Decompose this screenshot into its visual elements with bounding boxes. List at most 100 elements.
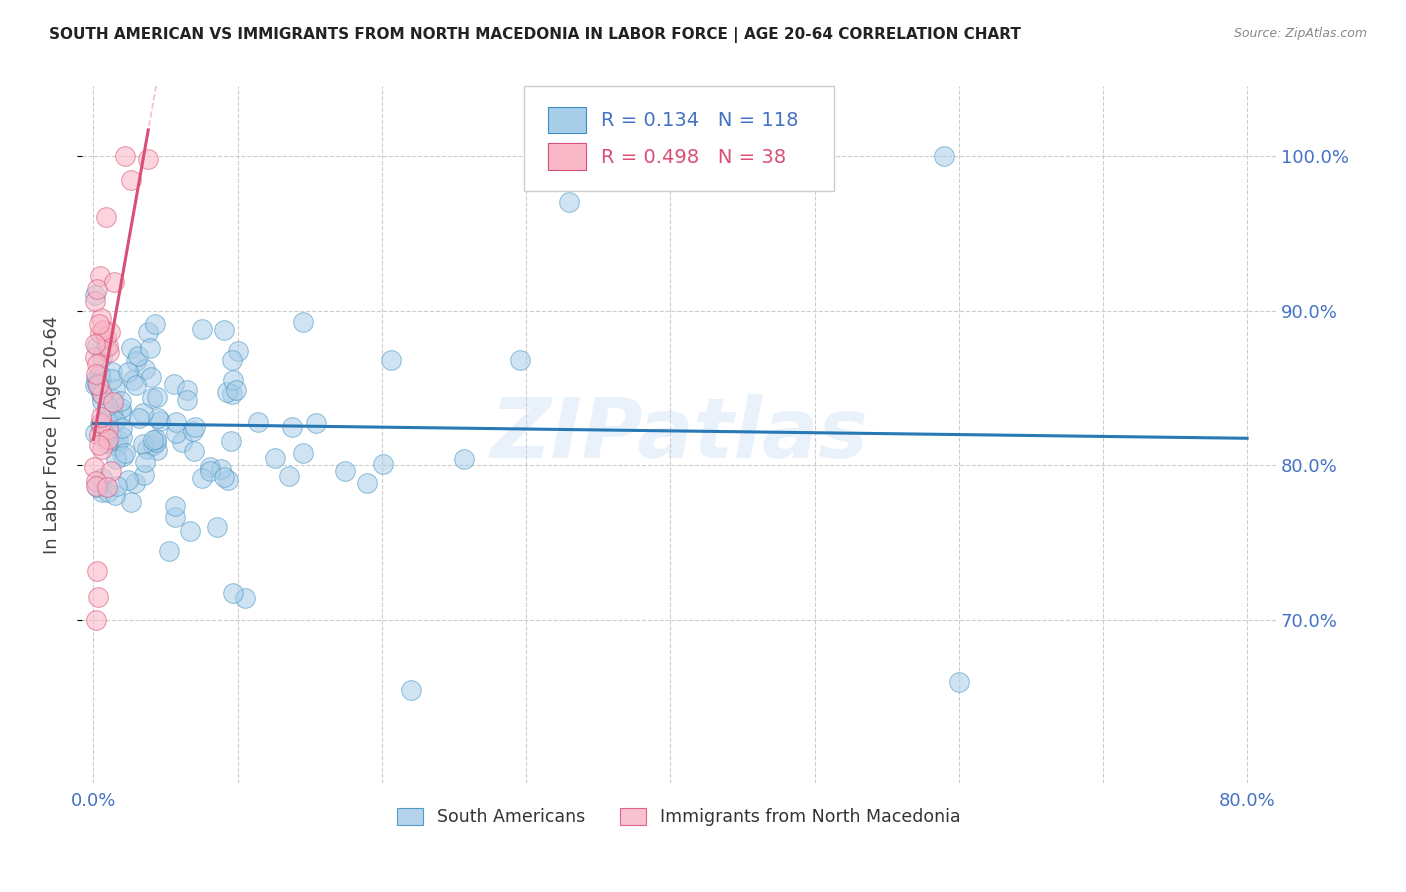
- Point: [96, 480, 118, 494]
- Point: [217, 473, 239, 487]
- Point: [84, 425, 107, 440]
- Point: [179, 524, 201, 539]
- Point: [198, 464, 221, 478]
- Point: [139, 370, 162, 384]
- Point: [134, 362, 156, 376]
- Point: [104, 383, 127, 397]
- Point: [264, 450, 287, 465]
- Point: [97, 417, 120, 431]
- Point: [89, 368, 111, 382]
- Point: [90, 416, 112, 430]
- Point: [380, 353, 402, 368]
- Point: [86, 357, 108, 371]
- Point: [103, 392, 125, 406]
- Point: [103, 488, 125, 502]
- Point: [141, 438, 163, 452]
- Point: [145, 432, 167, 446]
- Point: [86, 475, 108, 489]
- Point: [356, 475, 378, 490]
- Point: [120, 495, 142, 509]
- Point: [104, 414, 127, 428]
- Point: [163, 500, 186, 514]
- Point: [89, 326, 111, 341]
- Point: [101, 431, 124, 445]
- Point: [453, 452, 475, 467]
- Point: [84, 371, 107, 385]
- Point: [112, 449, 135, 463]
- Point: [124, 476, 146, 491]
- Point: [221, 387, 243, 401]
- Point: [114, 446, 136, 460]
- Point: [86, 282, 108, 296]
- Point: [132, 467, 155, 482]
- Point: [146, 390, 169, 404]
- Point: [96, 412, 118, 426]
- Point: [87, 378, 110, 392]
- Point: [176, 392, 198, 407]
- Point: [91, 350, 114, 364]
- Legend: South Americans, Immigrants from North Macedonia: South Americans, Immigrants from North M…: [391, 800, 967, 833]
- Text: Source: ZipAtlas.com: Source: ZipAtlas.com: [1233, 27, 1367, 40]
- Point: [86, 480, 108, 494]
- Point: [138, 341, 160, 355]
- Point: [101, 365, 124, 379]
- Point: [100, 372, 122, 386]
- Point: [215, 385, 238, 400]
- Point: [128, 410, 150, 425]
- Point: [226, 344, 249, 359]
- FancyBboxPatch shape: [524, 87, 834, 191]
- Point: [132, 436, 155, 450]
- Point: [100, 464, 122, 478]
- Point: [214, 323, 236, 337]
- Point: [333, 464, 356, 478]
- Point: [87, 590, 110, 604]
- Point: [111, 430, 134, 444]
- Point: [84, 336, 107, 351]
- Point: [100, 405, 122, 419]
- Point: [145, 443, 167, 458]
- Point: [157, 544, 180, 558]
- Point: [89, 382, 111, 396]
- Point: [219, 434, 242, 448]
- Point: [104, 452, 127, 467]
- Point: [225, 384, 247, 398]
- Point: [84, 613, 107, 627]
- Point: [84, 288, 107, 302]
- Point: [86, 376, 108, 391]
- Point: [120, 173, 142, 187]
- Point: [135, 442, 157, 456]
- Point: [170, 434, 193, 449]
- Point: [190, 471, 212, 485]
- Point: [86, 479, 108, 493]
- Point: [145, 318, 167, 332]
- Point: [163, 376, 186, 391]
- Point: [212, 470, 235, 484]
- Point: [86, 565, 108, 579]
- FancyBboxPatch shape: [547, 106, 586, 133]
- Text: ZIPatlas: ZIPatlas: [491, 394, 868, 475]
- Point: [105, 479, 128, 493]
- Point: [183, 444, 205, 458]
- Point: [304, 417, 326, 431]
- Point: [91, 323, 114, 337]
- FancyBboxPatch shape: [547, 144, 586, 169]
- Text: SOUTH AMERICAN VS IMMIGRANTS FROM NORTH MACEDONIA IN LABOR FORCE | AGE 20-64 COR: SOUTH AMERICAN VS IMMIGRANTS FROM NORTH …: [49, 27, 1021, 43]
- Point: [90, 386, 112, 401]
- Point: [97, 339, 120, 353]
- Point: [120, 341, 142, 355]
- Point: [97, 484, 120, 499]
- Point: [84, 378, 107, 392]
- Point: [111, 421, 134, 435]
- Point: [89, 269, 111, 284]
- Point: [145, 434, 167, 449]
- Point: [509, 353, 531, 368]
- Point: [110, 406, 132, 420]
- Point: [934, 149, 956, 163]
- Point: [97, 344, 120, 359]
- Point: [247, 415, 270, 429]
- Point: [222, 373, 245, 387]
- Point: [87, 428, 110, 442]
- Point: [87, 317, 110, 331]
- Point: [86, 367, 108, 381]
- Point: [97, 432, 120, 446]
